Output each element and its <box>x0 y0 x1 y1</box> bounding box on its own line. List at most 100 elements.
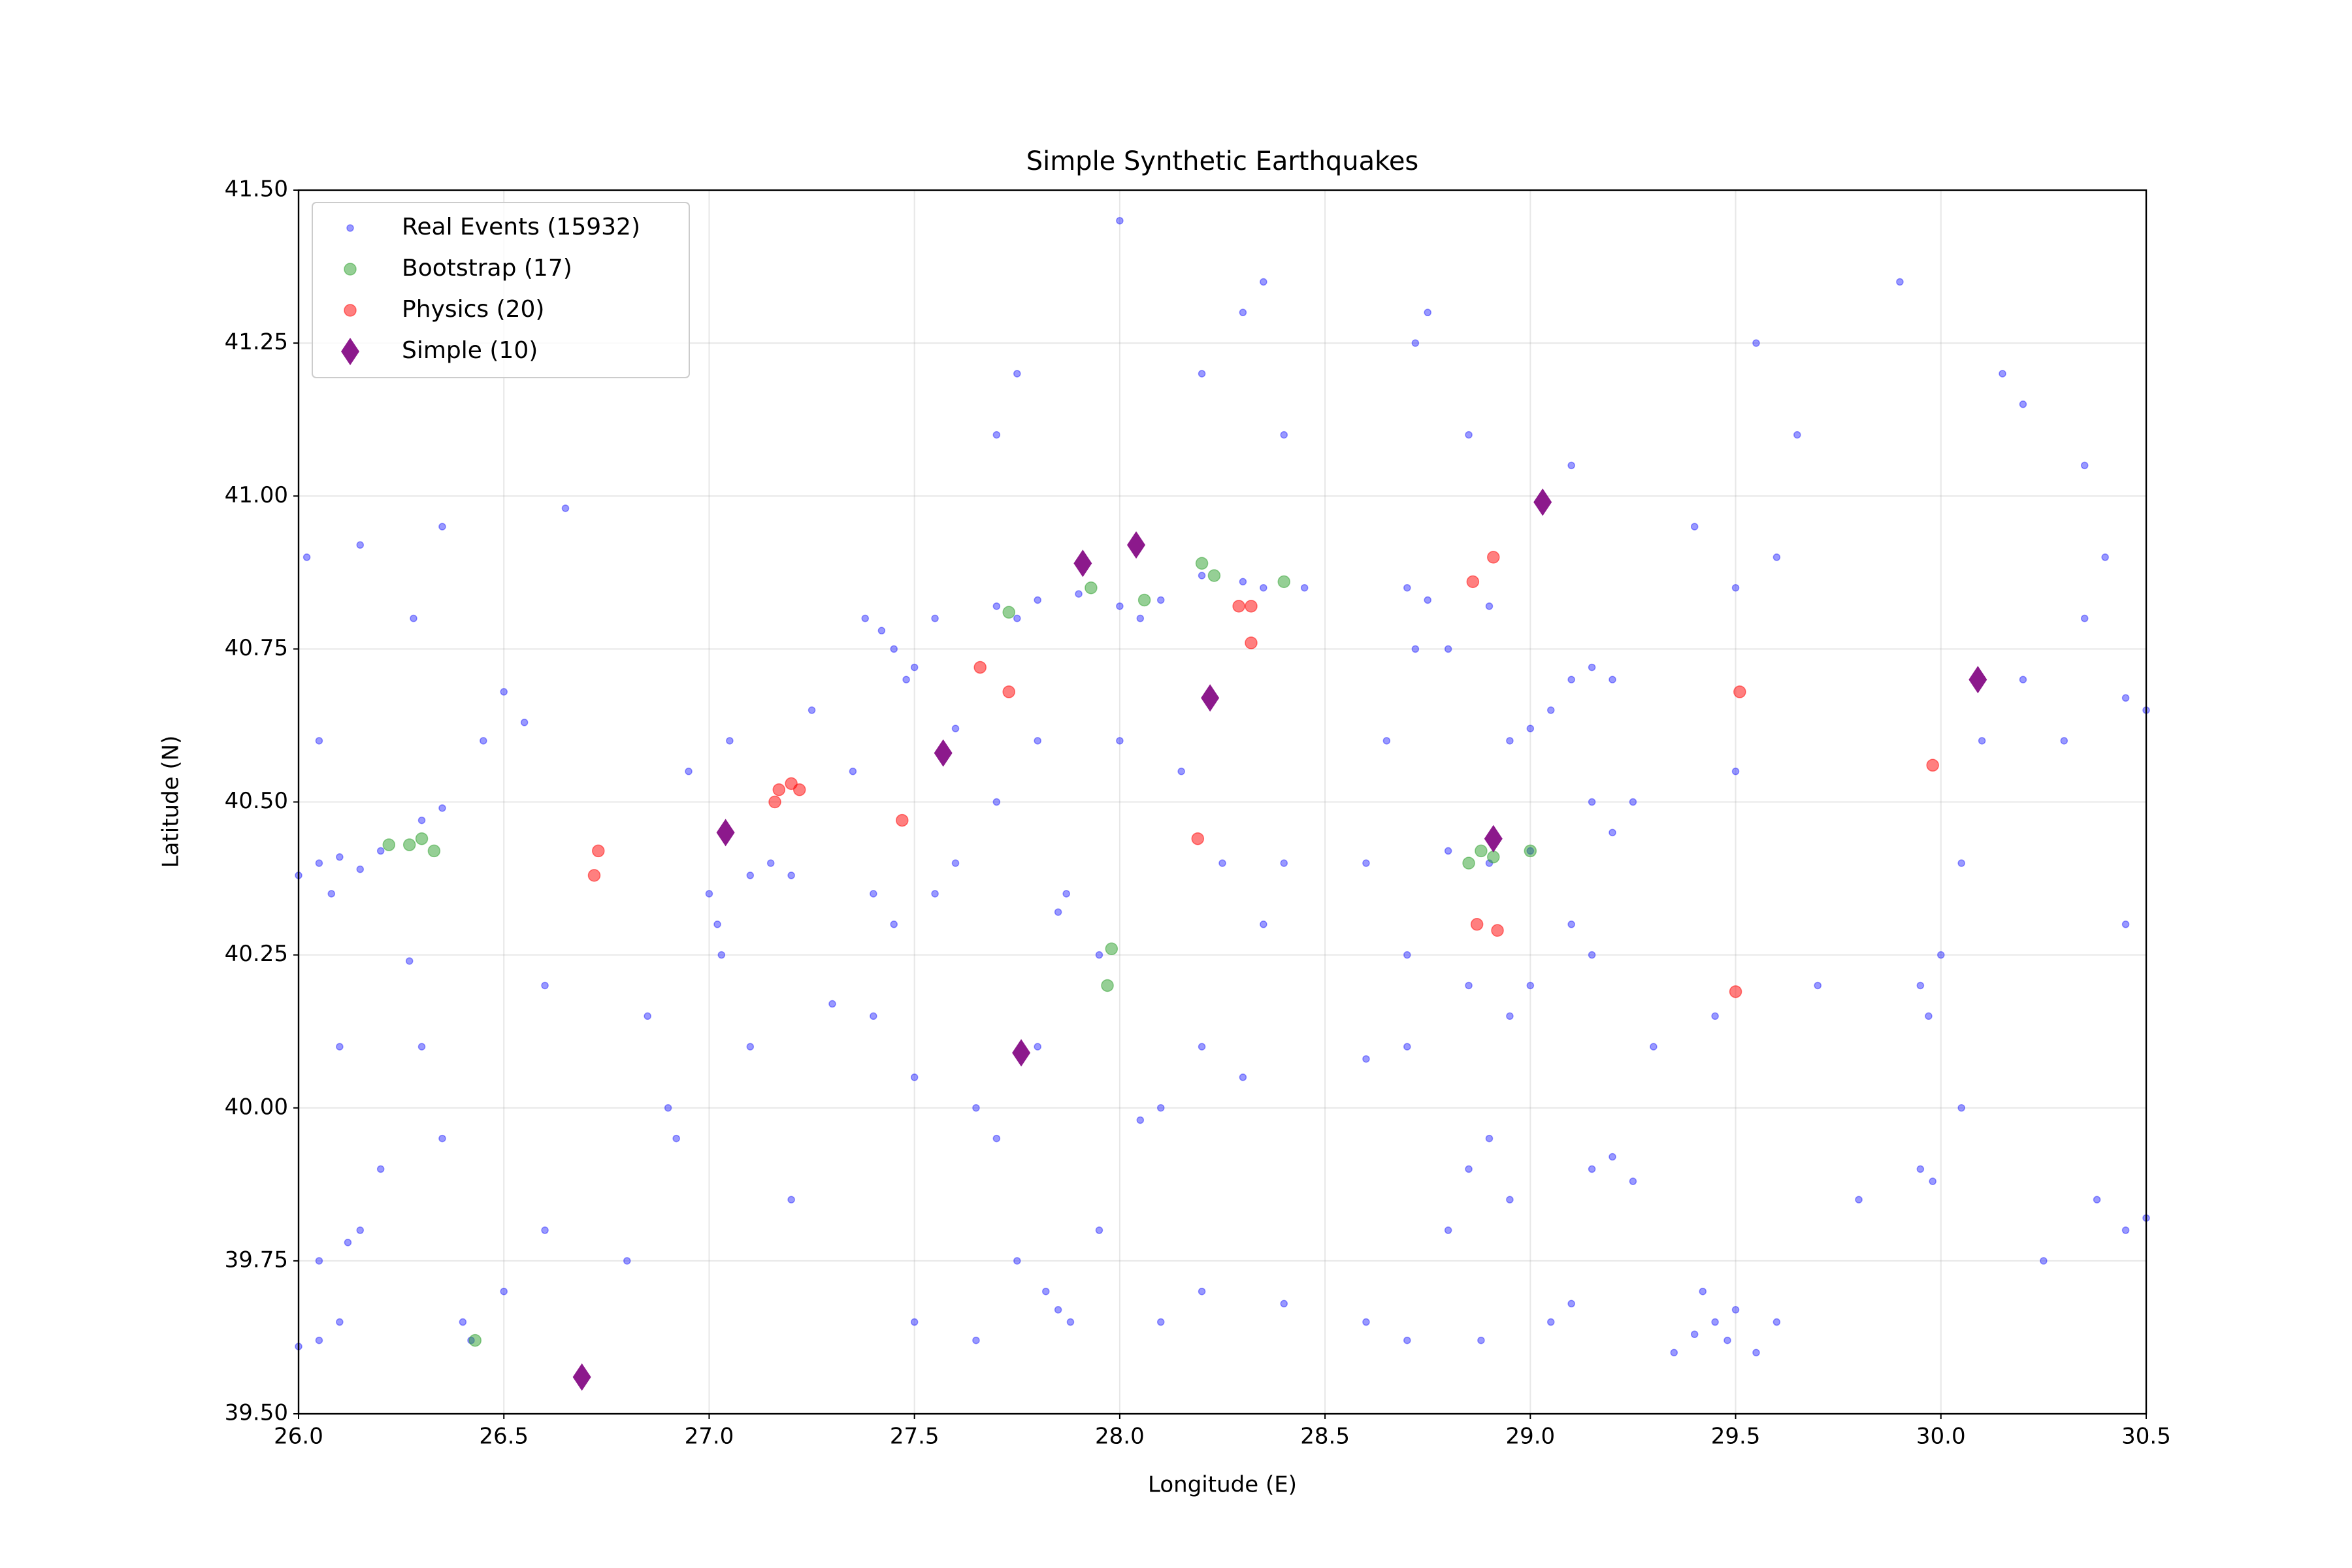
point <box>1772 553 1781 561</box>
point <box>1588 798 1596 806</box>
legend-label: Bootstrap (17) <box>402 255 572 282</box>
point <box>2019 400 2027 408</box>
point <box>623 1257 631 1265</box>
point <box>1066 1318 1075 1326</box>
legend-marker <box>344 304 357 317</box>
point <box>808 706 816 714</box>
point <box>1116 737 1124 745</box>
point <box>1198 1287 1206 1296</box>
point <box>1042 1287 1050 1296</box>
point <box>931 614 939 623</box>
point <box>1999 370 2006 378</box>
point <box>572 1363 591 1391</box>
point <box>1567 921 1575 928</box>
x-axis-label: Longitude (E) <box>1148 1472 1297 1498</box>
point <box>1362 859 1370 867</box>
point <box>992 602 1001 610</box>
plot-points <box>295 217 2150 1391</box>
point <box>402 838 416 851</box>
point <box>1506 737 1514 745</box>
point <box>302 553 311 561</box>
point <box>1484 825 1503 853</box>
point <box>344 1239 352 1247</box>
point <box>1277 575 1291 589</box>
point <box>1526 981 1535 990</box>
x-tick-label: 30.0 <box>1916 1424 1966 1450</box>
point <box>1926 759 1939 772</box>
point <box>1609 676 1616 683</box>
point <box>931 890 939 898</box>
point <box>410 614 417 623</box>
point <box>1239 308 1247 317</box>
point <box>746 1043 755 1051</box>
point <box>1002 685 1015 698</box>
point <box>1198 370 1206 378</box>
point <box>1201 684 1220 712</box>
point <box>828 1000 836 1008</box>
point <box>1260 583 1267 592</box>
point <box>468 1333 482 1347</box>
point <box>1629 798 1637 806</box>
point <box>1793 431 1801 439</box>
point <box>992 1134 1001 1143</box>
point <box>1105 942 1119 956</box>
point <box>1485 602 1494 610</box>
point <box>1245 636 1258 649</box>
point <box>541 1226 549 1234</box>
point <box>1095 1226 1103 1234</box>
point <box>2093 1196 2101 1203</box>
point <box>500 688 508 696</box>
point <box>934 739 953 767</box>
y-axis-label: Latitude (N) <box>158 736 184 868</box>
point <box>336 1318 344 1326</box>
point <box>672 1134 680 1143</box>
point <box>1506 1196 1514 1203</box>
point <box>1403 1336 1411 1345</box>
point <box>1752 339 1760 347</box>
point <box>1012 1039 1031 1067</box>
point <box>1137 593 1151 607</box>
point <box>849 767 857 776</box>
chart-title: Simple Synthetic Earthquakes <box>1026 146 1419 176</box>
point <box>587 869 601 882</box>
point <box>1526 725 1535 732</box>
x-tick-label: 28.5 <box>1300 1424 1350 1450</box>
point <box>376 1165 385 1173</box>
legend-label: Simple (10) <box>402 337 538 364</box>
point <box>480 737 487 745</box>
point <box>327 890 336 898</box>
point <box>1477 1336 1485 1345</box>
point <box>1156 1318 1165 1326</box>
point <box>1929 1177 1936 1185</box>
point <box>766 859 775 867</box>
point <box>1731 583 1740 592</box>
legend-box <box>312 202 690 378</box>
point <box>1731 1306 1740 1314</box>
point <box>417 1043 426 1051</box>
point <box>1085 581 1098 595</box>
y-tick-label: 40.50 <box>225 788 288 814</box>
point <box>1403 951 1411 959</box>
point <box>356 1226 365 1234</box>
point <box>1465 431 1473 439</box>
point <box>2101 553 2109 561</box>
point <box>1937 951 1945 959</box>
point <box>1424 308 1431 317</box>
point <box>1444 847 1452 855</box>
point <box>1690 1330 1699 1339</box>
point <box>772 783 786 796</box>
point <box>1191 832 1205 845</box>
point <box>1588 1165 1596 1173</box>
point <box>1232 600 1245 613</box>
point <box>315 859 323 867</box>
point <box>1588 663 1596 672</box>
point <box>1690 523 1699 531</box>
point <box>1198 1043 1206 1051</box>
point <box>716 819 735 847</box>
point <box>1013 614 1021 623</box>
point <box>1547 706 1555 714</box>
y-tick-label: 39.50 <box>225 1400 288 1426</box>
point <box>1424 596 1431 604</box>
point <box>1957 1104 1965 1112</box>
point <box>1177 767 1185 776</box>
